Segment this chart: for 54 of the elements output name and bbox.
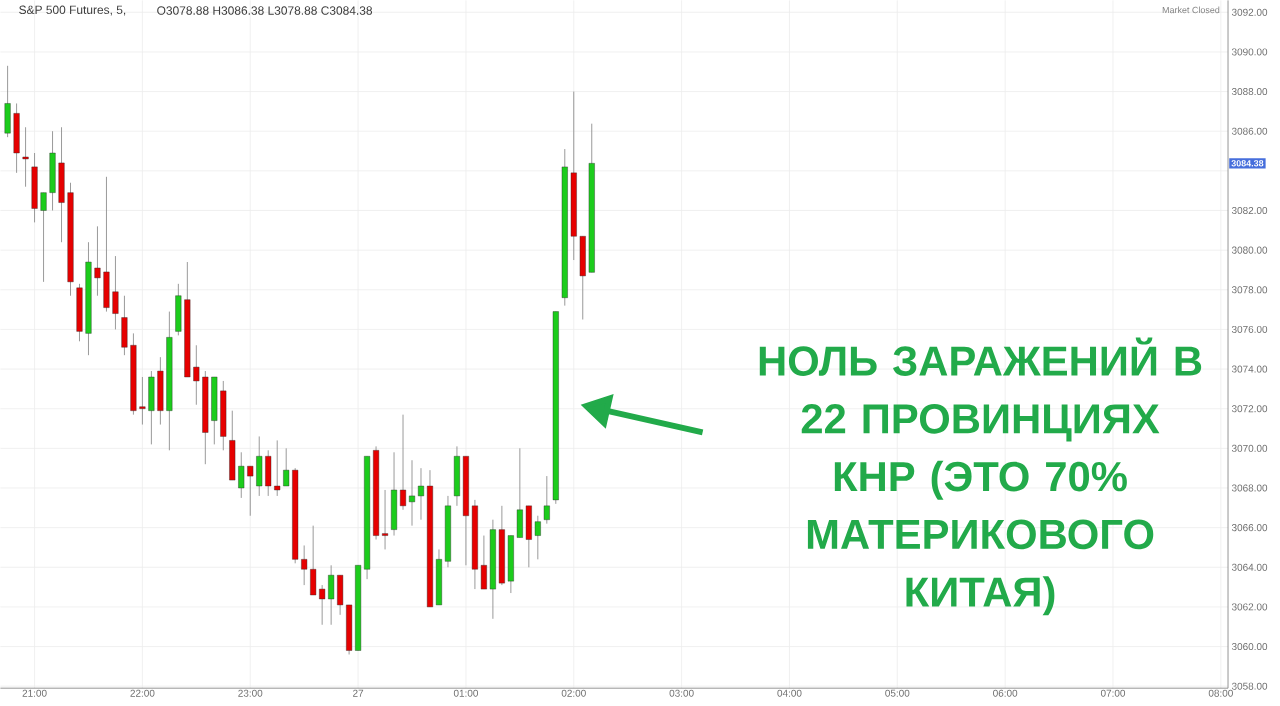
candlestick xyxy=(274,439,281,497)
y-tick-label: 3064.00 xyxy=(1231,563,1268,571)
y-tick-label: 3086.00 xyxy=(1231,127,1268,135)
y-tick-label: 3062.00 xyxy=(1231,603,1268,611)
candlestick xyxy=(94,225,101,297)
candlestick xyxy=(319,584,326,626)
candlestick xyxy=(417,467,424,521)
candlestick xyxy=(543,475,550,524)
y-tick-label: 3072.00 xyxy=(1231,405,1268,413)
candlestick xyxy=(139,376,146,425)
candlestick xyxy=(301,544,308,586)
y-tick-label: 3092.00 xyxy=(1231,8,1268,16)
candlestick xyxy=(328,564,335,626)
x-tick-label: 23:00 xyxy=(238,689,263,697)
candlestick xyxy=(40,192,47,283)
x-tick-label: 05:00 xyxy=(885,689,910,697)
y-tick-label: 3088.00 xyxy=(1231,87,1268,96)
x-tick-label: 04:00 xyxy=(777,689,802,697)
annotation: Market Closed xyxy=(1162,6,1220,14)
y-tick-label: 3090.00 xyxy=(1231,48,1268,56)
x-tick-label: 21:00 xyxy=(22,689,47,697)
x-tick-label: 02:00 xyxy=(561,689,586,697)
y-tick-label: 3070.00 xyxy=(1231,444,1268,452)
annotation: НОЛЬ ЗАРАЖЕНИЙ В 22 ПРОВИНЦИЯХ КНР (ЭТО 70% МАТЕРИКОВОГО КИТАЯ) xyxy=(759,337,1202,616)
x-tick-label: 07:00 xyxy=(1100,689,1126,697)
candlestick xyxy=(112,255,119,330)
chart-title: S&P 500 Futures, 5, xyxy=(19,5,126,16)
text: 3084.38 xyxy=(1231,160,1264,167)
x-tick-label: 01:00 xyxy=(453,689,479,697)
x-tick-label: 08:00 xyxy=(1208,689,1233,697)
y-tick-label: 3074.00 xyxy=(1231,365,1268,373)
y-tick-label: 3082.00 xyxy=(1231,206,1268,214)
candlestick xyxy=(22,126,29,188)
candlestick xyxy=(382,489,389,550)
candlestick xyxy=(238,451,245,499)
y-tick-label: 3058.00 xyxy=(1231,682,1268,690)
y-tick-label: 3068.00 xyxy=(1231,484,1268,492)
candlestick xyxy=(247,465,254,517)
x-tick-label: 03:00 xyxy=(669,689,694,697)
candlestick xyxy=(193,344,200,406)
candlestick xyxy=(400,414,407,511)
y-tick-label: 3080.00 xyxy=(1231,246,1268,254)
chart-subtitle: O3078.88 H3086.38 L3078.88 C3084.38 xyxy=(157,6,373,15)
x-tick-label: 22:00 xyxy=(130,689,155,697)
x-tick-label: 27 xyxy=(353,689,364,697)
candlestick xyxy=(534,515,541,560)
y-tick-label: 3078.00 xyxy=(1231,286,1268,294)
candlestick xyxy=(283,447,290,487)
candlestick xyxy=(480,535,487,590)
y-tick-label: 3066.00 xyxy=(1231,524,1268,532)
y-tick-label: 3060.00 xyxy=(1231,642,1268,650)
x-tick-label: 06:00 xyxy=(993,689,1018,697)
candlestick xyxy=(409,459,416,526)
y-tick-label: 3076.00 xyxy=(1231,325,1268,333)
